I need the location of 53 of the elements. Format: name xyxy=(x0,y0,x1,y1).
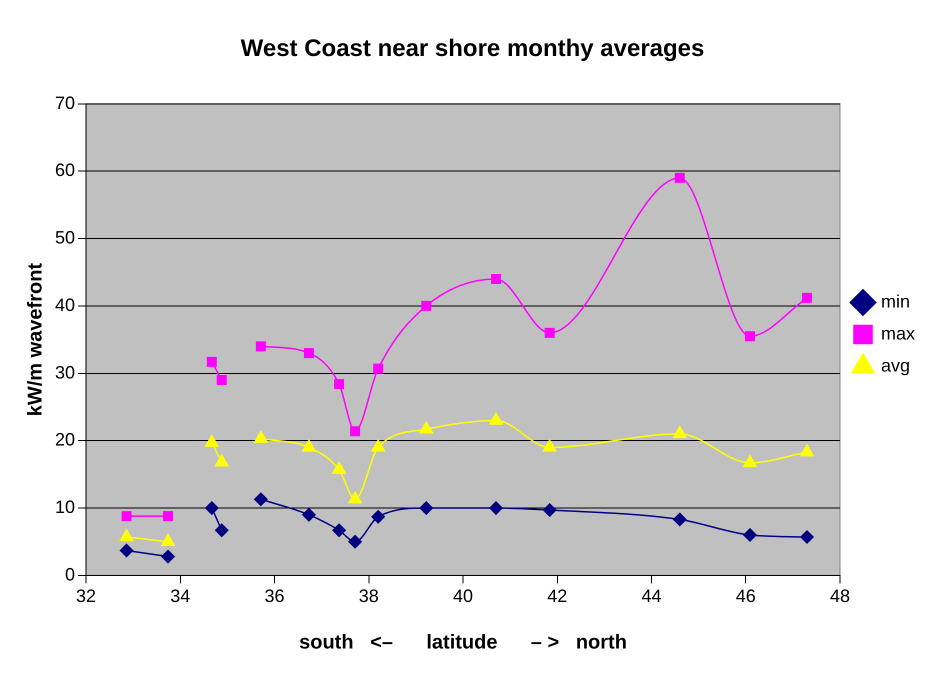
point xyxy=(334,379,344,390)
point xyxy=(544,328,555,338)
y-tick-label: 70 xyxy=(54,92,76,113)
point xyxy=(420,501,433,515)
point xyxy=(800,530,814,544)
x-tick-label: 42 xyxy=(547,586,568,606)
x-tick-label: 34 xyxy=(170,586,190,606)
point xyxy=(350,426,360,436)
point xyxy=(122,511,132,522)
point xyxy=(304,348,314,358)
point xyxy=(254,492,268,506)
point xyxy=(743,528,757,542)
point xyxy=(421,300,432,311)
y-tick-label: 30 xyxy=(54,362,76,382)
point xyxy=(332,524,346,538)
x-axis-title: south <– latitude – > north xyxy=(299,632,627,654)
point xyxy=(206,356,217,367)
y-tick-label: 0 xyxy=(65,564,76,584)
point xyxy=(163,511,174,522)
point xyxy=(373,364,384,374)
point xyxy=(489,501,503,515)
y-tick-label: 40 xyxy=(54,294,76,315)
point xyxy=(348,534,362,548)
legend-label: min xyxy=(880,291,910,312)
point xyxy=(542,503,556,517)
x-tick-label: 46 xyxy=(736,586,756,606)
point xyxy=(216,375,227,386)
point xyxy=(744,331,755,342)
x-tick-label: 32 xyxy=(76,586,96,606)
point xyxy=(673,512,687,526)
chart-title: West Coast near shore monthy averages xyxy=(240,35,704,62)
y-axis-title: kW/m wavefront xyxy=(24,262,47,416)
point xyxy=(302,508,316,522)
x-tick-label: 48 xyxy=(830,586,850,606)
point xyxy=(120,544,134,558)
legend-label: avg xyxy=(880,355,910,376)
x-tick-label: 44 xyxy=(641,586,662,606)
x-tick-label: 36 xyxy=(264,586,285,606)
point xyxy=(491,274,501,284)
y-tick-label: 10 xyxy=(54,496,76,517)
point xyxy=(214,524,228,538)
y-tick-label: 60 xyxy=(54,160,76,180)
y-tick-label: 20 xyxy=(54,430,76,450)
point xyxy=(371,510,385,524)
point xyxy=(205,501,219,515)
y-tick-label: 50 xyxy=(54,228,76,248)
x-tick-label: 38 xyxy=(358,586,379,606)
x-tick-label: 40 xyxy=(452,586,474,606)
point xyxy=(256,341,266,352)
point xyxy=(802,292,812,303)
point xyxy=(674,172,685,183)
point xyxy=(161,550,175,564)
legend-label: max xyxy=(880,323,916,344)
